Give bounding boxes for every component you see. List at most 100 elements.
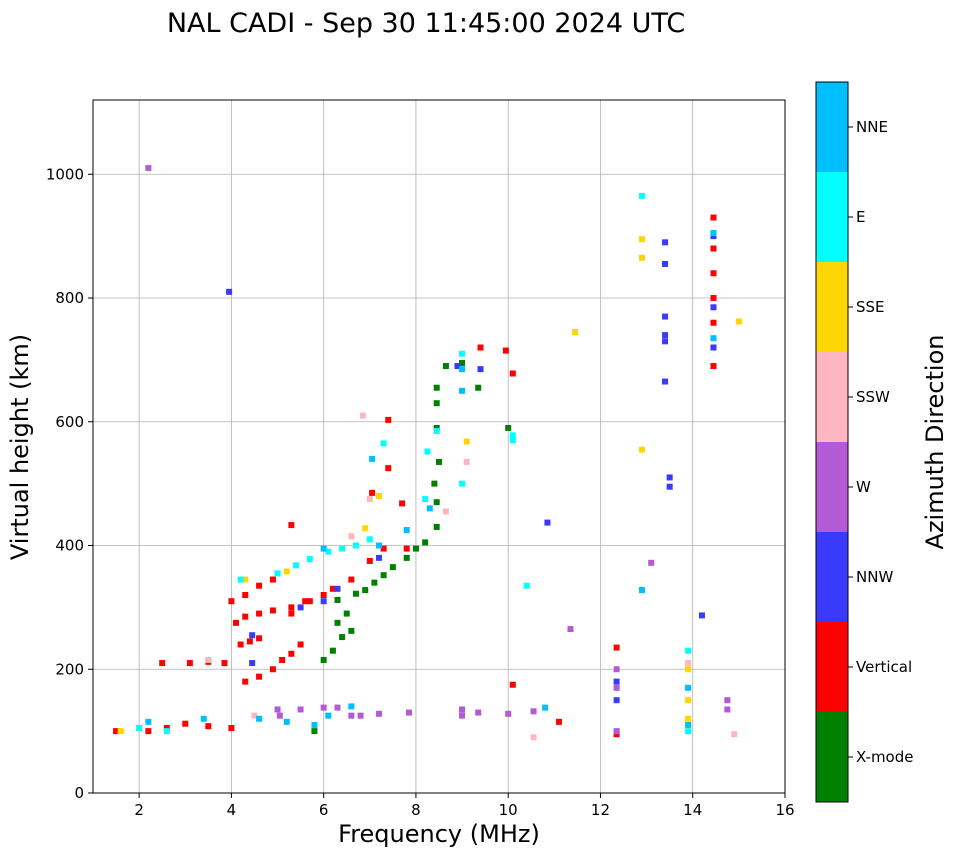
data-point — [228, 725, 235, 732]
data-point — [256, 673, 263, 680]
data-point — [348, 533, 355, 540]
data-point — [613, 728, 620, 735]
data-point — [380, 440, 387, 447]
data-point — [662, 260, 669, 267]
colorbar-frame — [815, 81, 849, 803]
data-point — [433, 499, 440, 506]
data-point — [731, 731, 738, 738]
colorbar-tick-label: Vertical — [856, 658, 912, 676]
series-w — [145, 165, 731, 735]
data-point — [380, 572, 387, 579]
data-point — [463, 458, 470, 465]
data-point — [359, 412, 366, 419]
data-point — [311, 721, 318, 728]
colorbar-segment — [816, 532, 848, 622]
data-point — [459, 480, 466, 487]
colorbar: X-mode Vertical NNW W SSW SSE E NNE — [815, 81, 913, 803]
data-point — [163, 728, 170, 735]
series-nnw — [226, 233, 717, 704]
data-point — [288, 522, 295, 529]
data-point — [477, 366, 484, 373]
data-point — [279, 656, 286, 663]
data-point — [724, 706, 731, 713]
data-point — [422, 496, 429, 503]
series-sse — [117, 236, 742, 735]
data-point — [698, 612, 705, 619]
data-point — [348, 576, 355, 583]
data-point — [325, 712, 332, 719]
data-point — [424, 448, 431, 455]
data-point — [638, 446, 645, 453]
data-point — [348, 703, 355, 710]
data-point — [233, 619, 240, 626]
data-point — [163, 725, 170, 732]
data-point — [376, 542, 383, 549]
data-point — [226, 288, 233, 295]
data-point — [362, 525, 369, 532]
data-point — [136, 725, 143, 732]
data-point — [710, 304, 717, 311]
y-axis-label: Virtual height (km) — [6, 334, 34, 560]
data-point — [459, 350, 466, 357]
data-point — [685, 684, 692, 691]
data-point — [288, 604, 295, 611]
y-tick-label: 0 — [74, 784, 84, 802]
data-point — [685, 647, 692, 654]
data-point — [436, 458, 442, 465]
colorbar-tick-label: NNW — [856, 568, 893, 586]
data-point — [205, 656, 212, 663]
series-x-mode — [311, 359, 512, 735]
colorbar-segment — [816, 442, 848, 532]
data-point — [530, 734, 537, 741]
data-point — [297, 641, 304, 648]
plot-frame — [92, 99, 786, 794]
data-point — [544, 519, 551, 526]
data-point — [412, 545, 419, 552]
data-point — [348, 712, 355, 719]
data-point — [269, 607, 276, 614]
data-point — [724, 697, 731, 704]
data-point — [256, 715, 263, 722]
data-point — [366, 557, 373, 564]
data-point — [613, 644, 620, 651]
data-point — [228, 598, 235, 605]
data-point — [385, 416, 392, 423]
data-point — [320, 704, 327, 711]
data-point — [357, 712, 364, 719]
x-tick-label: 10 — [499, 801, 518, 819]
data-point — [567, 626, 574, 633]
data-point — [113, 728, 120, 735]
data-point — [454, 363, 461, 370]
data-point — [334, 596, 341, 603]
data-point — [685, 666, 692, 673]
y-axis-ticks: 0 200 400 600 800 1000 — [46, 165, 93, 802]
data-point — [283, 718, 290, 725]
data-point — [509, 432, 516, 439]
data-point — [256, 582, 263, 589]
data-point — [442, 508, 449, 515]
data-point — [251, 712, 258, 719]
data-point — [666, 474, 673, 481]
data-point — [502, 347, 509, 354]
data-point — [288, 650, 295, 657]
data-point — [329, 585, 336, 592]
data-point — [246, 638, 253, 645]
colorbar-segment — [816, 262, 848, 352]
data-point — [433, 424, 440, 431]
data-point — [182, 720, 189, 727]
data-point — [145, 718, 152, 725]
data-point — [509, 681, 516, 688]
y-tick-label: 800 — [55, 289, 84, 307]
data-point — [237, 641, 244, 648]
data-point — [685, 697, 692, 704]
data-point — [648, 559, 655, 566]
colorbar-tick-label: NNE — [856, 118, 888, 136]
data-point — [666, 483, 673, 490]
data-point — [403, 527, 410, 534]
data-point — [442, 363, 449, 370]
data-point — [433, 523, 440, 530]
data-point — [145, 165, 152, 172]
y-tick-label: 200 — [55, 660, 84, 678]
data-point — [385, 465, 392, 472]
